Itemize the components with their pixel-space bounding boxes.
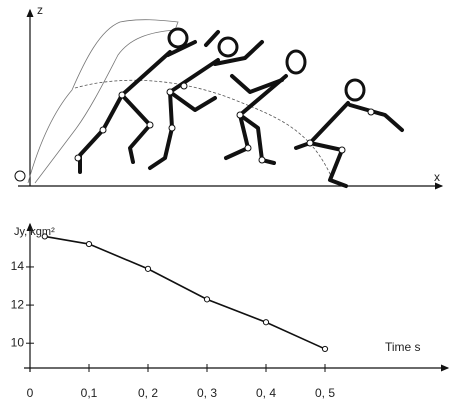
x-tick-label: 0, 4 [256,386,276,400]
stick-figure [148,36,264,170]
chart: Jy, kgm² Time s 10 12 14 0 0,1 0, 2 0, 3 0, 4 0,… [11,222,450,400]
data-point [144,265,152,272]
trajectory [74,79,333,179]
z-label: z [37,3,43,17]
x-tick-label: 0, 2 [138,386,158,400]
x-tick-label: 0,1 [81,386,98,400]
y-axis-label: Jy, kgm² [14,226,55,238]
x-tick-label: 0, 5 [315,386,335,400]
y-tick-label: 14 [11,259,25,273]
motion-diagram: z x [14,3,444,190]
y-tick-label: 12 [11,297,25,311]
origin-mark [14,170,26,182]
data-point [203,296,211,303]
data-point [41,233,48,240]
stick-figure [224,49,307,165]
x-tick-label: 0 [27,386,34,400]
x-label: x [434,170,440,184]
x-axis-label: Time s [385,340,421,354]
data-point [262,319,270,326]
data-point [321,345,329,353]
data-line [44,235,326,350]
ghost-figure [27,19,179,184]
data-point [85,240,93,248]
stick-figure [74,27,220,174]
x-tick-label: 0, 3 [197,386,217,400]
stick-figure [294,78,404,188]
y-tick-label: 10 [11,335,25,349]
